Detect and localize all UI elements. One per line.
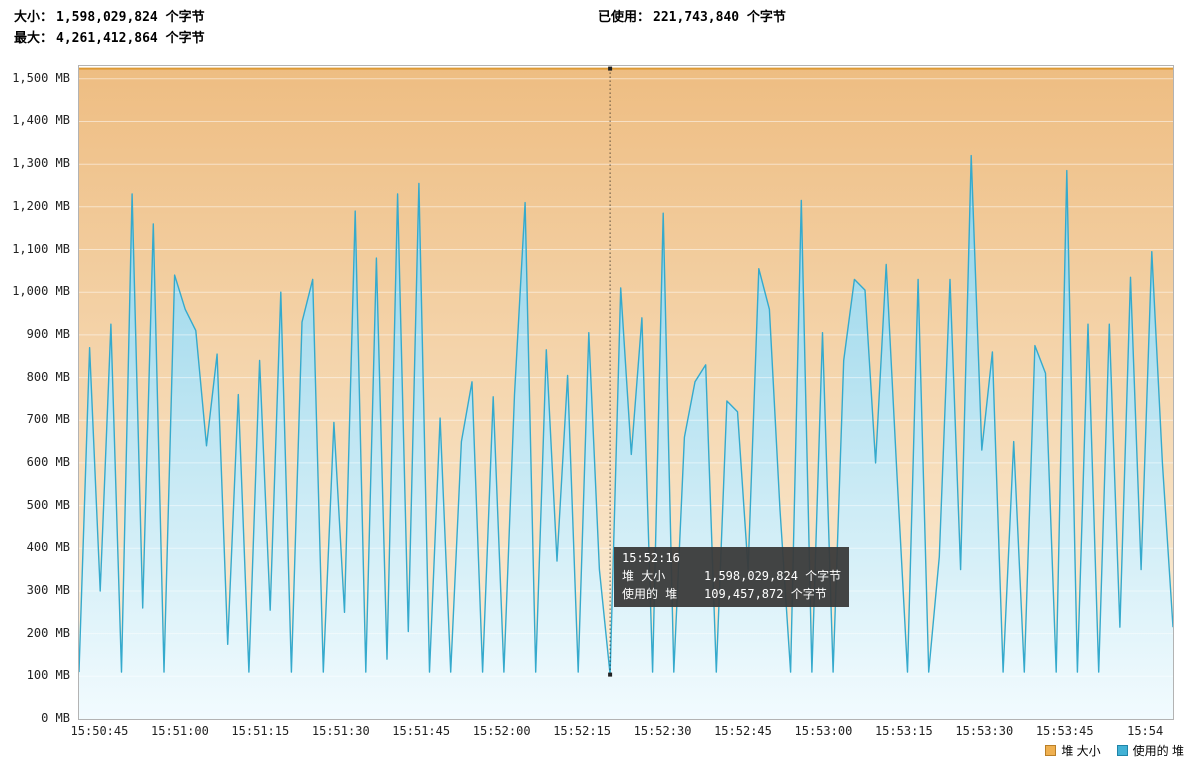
tooltip-time: 15:52:16 <box>622 551 680 565</box>
y-axis-label: 1,500 MB <box>12 70 70 85</box>
y-axis-label: 200 MB <box>26 625 70 640</box>
cursor-used-marker <box>608 672 613 677</box>
y-axis-label: 600 MB <box>26 454 70 469</box>
x-axis-label: 15:52:30 <box>633 724 692 738</box>
x-axis-label: 15:53:15 <box>874 724 933 738</box>
x-axis-label: 15:51:30 <box>311 724 370 738</box>
y-axis-label: 1,300 MB <box>12 156 70 171</box>
x-axis-label: 15:52:00 <box>472 724 531 738</box>
y-axis-label: 1,400 MB <box>12 113 70 128</box>
y-axis-label: 900 MB <box>26 326 70 341</box>
x-axis-label: 15:53:30 <box>955 724 1014 738</box>
legend-used-heap-label: 使用的 堆 <box>1132 744 1184 758</box>
x-axis-label: 15:53:00 <box>794 724 853 738</box>
y-axis-label: 800 MB <box>26 369 70 384</box>
heap-monitor-chart[interactable] <box>78 65 1174 720</box>
heap-max-label: 最大： <box>14 30 54 45</box>
x-axis-label: 15:52:15 <box>553 724 611 738</box>
tooltip-row-heap-size: 堆 大小 1,598,029,824 个字节 <box>622 569 842 583</box>
x-axis-label: 15:51:00 <box>150 724 209 738</box>
heap-used-header: 已使用： 221,743,840 个字节 <box>598 6 786 27</box>
x-axis-label: 15:51:45 <box>392 724 451 738</box>
legend-item-used-heap: 使用的 堆 <box>1116 742 1184 759</box>
x-axis-label: 15:50:45 <box>70 724 129 738</box>
used-heap-swatch-icon <box>1116 745 1128 756</box>
y-axis-label: 0 MB <box>41 711 70 725</box>
y-axis-label: 500 MB <box>26 497 70 512</box>
y-axis-label: 700 MB <box>26 412 70 427</box>
chart-canvas[interactable] <box>79 66 1173 719</box>
heap-size-swatch-icon <box>1045 745 1057 756</box>
tooltip-row-used-heap: 使用的 堆 109,457,872 个字节 <box>622 587 827 601</box>
x-axis-label: 15:52:45 <box>714 724 772 738</box>
heap-max-value: 4,261,412,864 个字节 <box>56 31 205 46</box>
chart-legend: 堆 大小 使用的 堆 <box>1045 742 1184 759</box>
y-axis-label: 100 MB <box>26 668 70 683</box>
x-axis-label: 15:54 <box>1127 724 1164 738</box>
y-axis-label: 1,100 MB <box>12 241 70 256</box>
y-axis-label: 300 MB <box>26 582 70 597</box>
used-heap-line <box>79 154 1173 676</box>
x-axis-label: 15:51:15 <box>231 724 290 738</box>
cursor-heap-marker <box>608 66 613 71</box>
legend-heap-size-label: 堆 大小 <box>1061 744 1101 758</box>
legend-item-heap-size: 堆 大小 <box>1045 742 1101 759</box>
heap-size-value: 1,598,029,824 个字节 <box>56 10 205 25</box>
heap-used-value: 221,743,840 个字节 <box>653 10 786 25</box>
heap-stats-header: 大小： 1,598,029,824 个字节 最大： 4,261,412,864 个字… <box>14 6 205 48</box>
used-heap-area <box>79 155 1173 719</box>
y-axis-label: 1,200 MB <box>12 198 70 213</box>
y-axis-label: 400 MB <box>26 540 70 555</box>
heap-used-label: 已使用： <box>598 9 651 24</box>
y-axis-label: 1,000 MB <box>12 284 70 299</box>
chart-tooltip: 15:52:16 堆 大小 1,598,029,824 个字节 使用的 堆 109,… <box>614 547 850 607</box>
heap-size-label: 大小： <box>14 9 54 24</box>
x-axis-label: 15:53:45 <box>1035 724 1094 738</box>
